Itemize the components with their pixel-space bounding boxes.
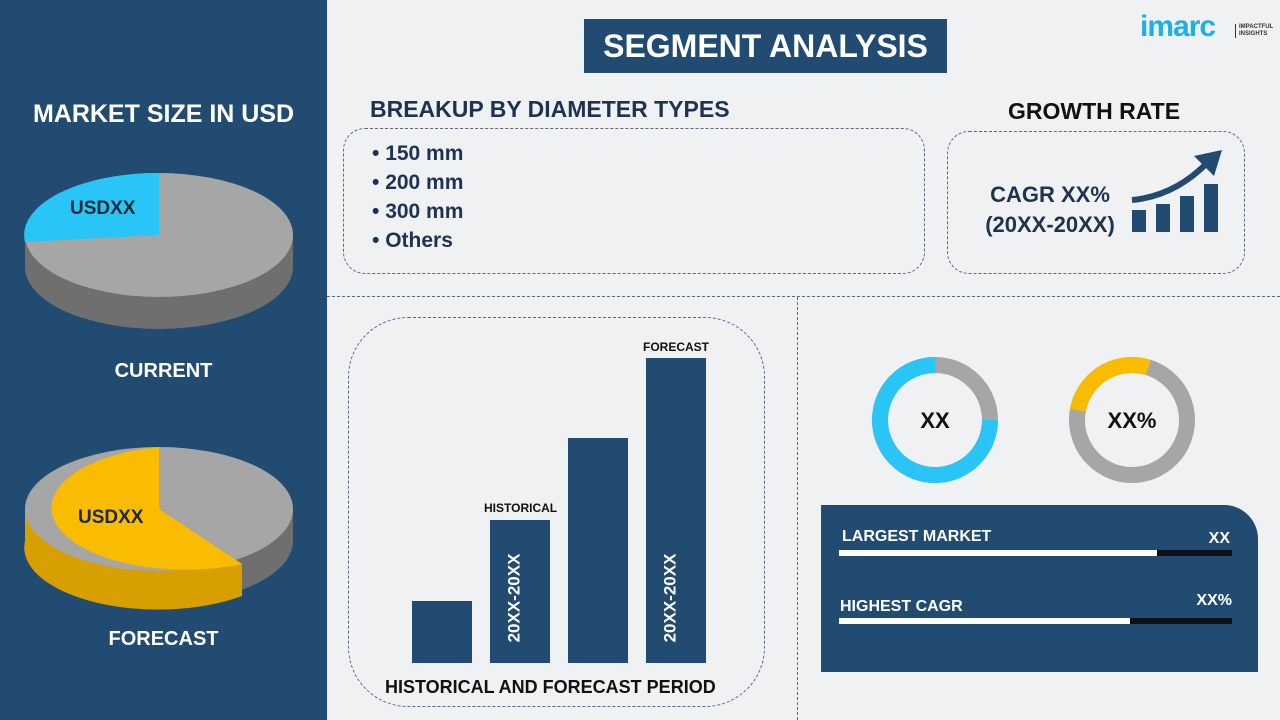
forecast-pie-slice [51, 447, 243, 570]
list-item: • 200 mm [372, 171, 464, 194]
donut-first [872, 357, 998, 483]
current-value: USDXX [70, 198, 136, 219]
list-item: • 300 mm [372, 200, 464, 223]
page-title: SEGMENT ANALYSIS [584, 19, 947, 73]
cagr-value: CAGR XX% [990, 182, 1110, 207]
highest-cagr-label: HIGHEST CAGR [840, 598, 963, 615]
current-label: CURRENT [114, 360, 213, 382]
highest-cagr-value: XX% [1196, 592, 1232, 609]
donut-first-fill [872, 357, 998, 483]
bar-chart-box [348, 317, 765, 707]
cagr-period: (20XX-20XX) [985, 212, 1115, 237]
growth-chart-icon [1131, 150, 1222, 232]
list-item: • 150 mm [372, 142, 464, 165]
bar-1 [412, 601, 472, 663]
bar-chart-caption: HISTORICAL AND FORECAST PERIOD [385, 677, 716, 697]
largest-market-label: LARGEST MARKET [842, 528, 992, 545]
donut-first-value: XX [920, 408, 950, 433]
bar-3 [568, 438, 628, 663]
forecast-label: FORECAST [643, 340, 709, 354]
historical-period: 20XX-20XX [504, 553, 524, 643]
donut-second-value: XX% [1107, 408, 1157, 433]
donut-second [1069, 357, 1195, 483]
forecast-period: 20XX-20XX [660, 553, 680, 643]
forecast-value: USDXX [78, 507, 144, 528]
list-item: • Others [372, 229, 453, 252]
divider-horizontal [327, 296, 1280, 297]
forecast-label: FORECAST [108, 628, 219, 650]
stats-panel [821, 505, 1258, 672]
growth-box [947, 131, 1245, 274]
largest-market-bar [839, 550, 1232, 556]
bar-4 [646, 358, 706, 663]
forecast-pie [24, 447, 293, 610]
largest-market-value: XX [1208, 530, 1230, 547]
current-pie-slice [24, 172, 159, 242]
highest-cagr-bar [839, 618, 1232, 624]
current-pie [24, 172, 293, 329]
historical-label: HISTORICAL [484, 501, 558, 515]
breakup-box [343, 128, 925, 274]
breakup-list: • 150 mm • 200 mm • 300 mm • Others [372, 139, 463, 255]
logo: imarc [1140, 10, 1216, 43]
market-size-heading: MARKET SIZE IN USD [32, 100, 295, 128]
bar-2 [490, 520, 550, 663]
logo-tagline: IMPACTFUL INSIGHTS [1235, 24, 1280, 38]
donut-second-fill [1069, 357, 1195, 483]
growth-text: CAGR XX% (20XX-20XX) [970, 180, 1130, 240]
growth-heading: GROWTH RATE [1008, 98, 1181, 124]
breakup-heading: BREAKUP BY DIAMETER TYPES [370, 96, 730, 122]
divider-vertical [797, 297, 798, 720]
